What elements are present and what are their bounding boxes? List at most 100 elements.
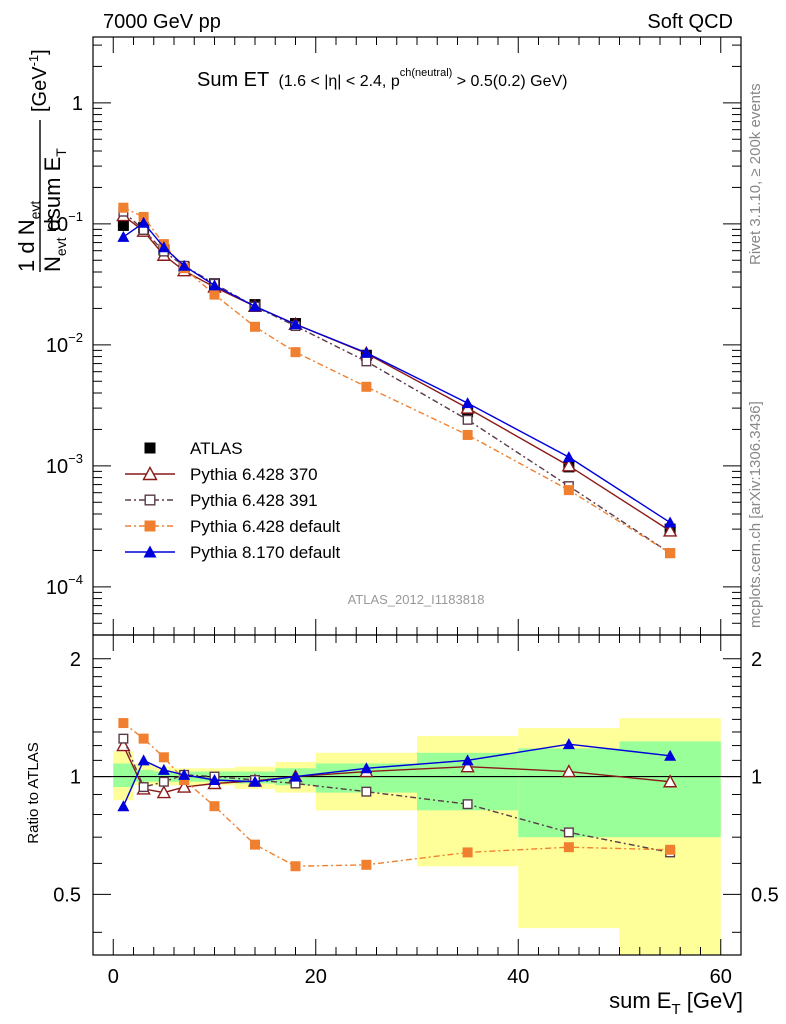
ratio-band-green xyxy=(113,763,134,788)
data-point-2-8 xyxy=(462,414,473,425)
data-point-2-9 xyxy=(563,842,574,853)
x-axis-label: sum ET [GeV] xyxy=(609,988,743,1018)
data-point-4-9 xyxy=(562,451,575,463)
data-point-3-4 xyxy=(209,289,220,300)
data-point-2-10 xyxy=(665,844,676,855)
data-point-0-8 xyxy=(460,759,475,773)
data-point-3-10 xyxy=(664,749,677,761)
data-point-2-0 xyxy=(118,718,129,729)
series-line-1 xyxy=(122,738,671,854)
main-y-axis-label: 1 d Nevt Nevt dsum ET [GeV-1] xyxy=(14,49,69,272)
data-point-3-0 xyxy=(118,202,129,213)
legend-label-2: Pythia 6.428 391 xyxy=(190,491,318,510)
data-point-2-1 xyxy=(138,733,149,744)
main-y-tick-label: 1 xyxy=(72,93,83,115)
data-point-4-0 xyxy=(117,230,130,242)
main-y-tick-label: 10−2 xyxy=(46,330,83,357)
data-point-1-9 xyxy=(563,827,574,838)
data-point-2-6 xyxy=(290,861,301,872)
ratio-y-tick-label: 0.5 xyxy=(53,884,81,906)
data-point-3-7 xyxy=(360,762,373,774)
legend-marker-1 xyxy=(142,466,158,481)
legend-marker-4 xyxy=(143,545,157,558)
main-series-group xyxy=(116,202,678,559)
ratio-band-green xyxy=(518,748,620,838)
data-point-0-9 xyxy=(561,764,577,778)
data-point-3-9 xyxy=(562,738,575,750)
data-point-4-2 xyxy=(157,241,170,253)
data-point-3-3 xyxy=(178,768,191,780)
data-point-2-3 xyxy=(179,774,190,785)
data-point-0-0 xyxy=(117,219,129,231)
main-y-tick-label: 10−3 xyxy=(46,451,83,478)
rivet-label: Rivet 3.1.10, ≥ 200k events xyxy=(747,83,764,265)
data-point-3-6 xyxy=(290,347,301,358)
data-point-3-2 xyxy=(157,763,170,775)
data-point-2-4 xyxy=(209,801,220,812)
data-point-3-4 xyxy=(208,773,221,785)
svg-text:1 d Nevt: 1 d Nevt xyxy=(14,201,43,272)
series-line-3 xyxy=(123,207,671,554)
data-point-3-6 xyxy=(289,770,302,782)
data-point-1-10 xyxy=(662,523,678,537)
chart-title-end: > 0.5(0.2) GeV) xyxy=(452,73,567,90)
main-y-tick-label: 10−1 xyxy=(46,209,83,236)
data-point-3-10 xyxy=(665,548,676,559)
ratio-y-tick-label-right: 0.5 xyxy=(751,884,779,906)
ratio-uncertainty-bands xyxy=(113,718,721,955)
ratio-series-group xyxy=(116,718,678,872)
data-point-4-3 xyxy=(178,259,191,271)
data-point-4-6 xyxy=(289,318,302,330)
chart-title-sup: ch(neutral) xyxy=(400,67,453,79)
data-point-3-9 xyxy=(563,485,574,496)
data-point-3-8 xyxy=(462,429,473,440)
data-point-2-5 xyxy=(250,839,260,850)
x-tick-label: 20 xyxy=(305,966,327,988)
series-line-2 xyxy=(122,722,671,867)
legend: ATLAS Pythia 6.428 370 Pythia 6.428 391 Pyt… xyxy=(125,439,341,562)
chart-title: Sum ET (1.6 < |η| < 2.4, pch(neutral) > … xyxy=(197,67,567,91)
ratio-axis-ticks: 0 20 40 60 0.5 0.5 1 1 2 2 xyxy=(53,635,779,988)
data-point-4-8 xyxy=(461,397,474,409)
main-y-tick-label: 10−4 xyxy=(46,572,83,599)
data-point-3-0 xyxy=(117,800,130,812)
data-point-2-7 xyxy=(361,859,372,870)
legend-label-1: Pythia 6.428 370 xyxy=(190,465,318,484)
legend-marker-0 xyxy=(144,442,156,454)
ratio-y-tick-label-right: 2 xyxy=(751,649,762,671)
data-point-1-9 xyxy=(561,458,577,472)
mcplots-label: mcplots.cern.ch [arXiv:1306.3436] xyxy=(747,401,764,628)
x-tick-label: 40 xyxy=(507,966,529,988)
legend-label-3: Pythia 6.428 default xyxy=(190,517,341,536)
chart-title-detail: (1.6 < |η| < 2.4, p xyxy=(278,73,399,90)
svg-text:[GeV-1]: [GeV-1] xyxy=(26,49,51,112)
chart-title-main: Sum ET xyxy=(197,69,269,91)
data-point-1-1 xyxy=(138,782,149,793)
data-point-2-2 xyxy=(158,752,169,763)
data-point-2-8 xyxy=(462,847,473,858)
ratio-y-tick-label-right: 1 xyxy=(751,767,762,789)
svg-text:Nevt dsum ET: Nevt dsum ET xyxy=(40,148,69,272)
data-point-1-0 xyxy=(118,733,129,744)
data-point-2-7 xyxy=(361,356,372,367)
data-point-0-2 xyxy=(156,785,172,799)
ratio-y-tick-label: 1 xyxy=(70,767,81,789)
data-point-3-7 xyxy=(361,381,372,392)
data-point-4-1 xyxy=(137,216,150,228)
data-point-0-3 xyxy=(176,779,192,793)
legend-marker-2 xyxy=(144,494,156,506)
header-left: 7000 GeV pp xyxy=(103,11,221,33)
data-point-1-2 xyxy=(158,776,169,787)
data-point-4-4 xyxy=(208,279,221,291)
ratio-y-tick-label: 2 xyxy=(70,649,81,671)
ratio-band-green xyxy=(133,769,154,782)
data-point-0-0 xyxy=(116,738,131,752)
data-point-4-10 xyxy=(664,516,677,528)
data-point-3-1 xyxy=(137,754,150,766)
data-point-1-7 xyxy=(361,786,372,797)
data-point-3-5 xyxy=(250,321,260,332)
x-tick-label: 0 xyxy=(108,966,119,988)
data-point-1-8 xyxy=(462,799,473,810)
legend-label-0: ATLAS xyxy=(190,439,243,458)
